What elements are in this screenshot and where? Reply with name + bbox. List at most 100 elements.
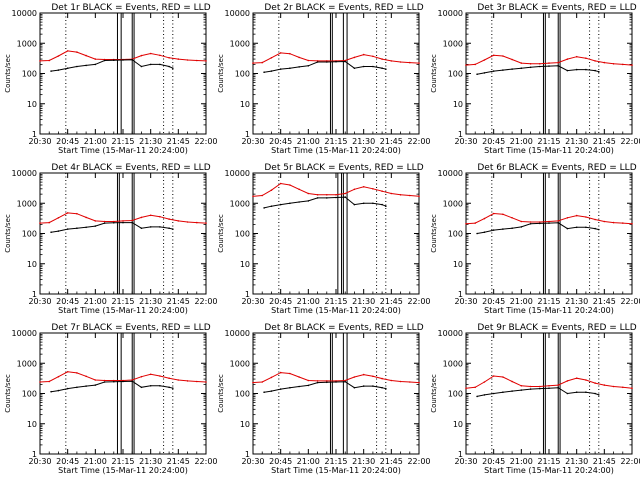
data-point-events [94,225,97,227]
data-point-lld [418,195,420,198]
data-point-events [94,63,97,66]
data-gap [557,12,561,135]
data-point-events [539,222,541,225]
data-point-lld [66,50,69,52]
data-point-lld [298,188,300,191]
data-point-lld [575,214,578,217]
data-point-events [344,196,346,198]
data-point-events [316,61,319,63]
y-tick-label: 100 [22,230,37,239]
x-tick-label: 20:45 [269,297,292,306]
data-point-events [502,69,504,71]
x-tick-label: 21:00 [84,137,107,146]
data-point-lld [575,377,578,379]
y-tick-label: 1000 [443,39,463,48]
data-point-lld [492,54,495,57]
data-point-lld [409,381,411,383]
y-tick-label: 1000 [230,199,250,208]
x-tick-label: 20:30 [454,457,477,466]
series-events [264,60,386,73]
data-point-lld [381,58,383,60]
y-tick-label: 1 [32,290,37,299]
data-gap [116,172,120,295]
data-point-lld [353,188,356,191]
data-point-lld [520,385,523,387]
data-point-lld [603,61,606,64]
x-axis-label: Start Time (15-Mar-11 20:24:00) [58,146,188,155]
data-point-events [66,67,69,69]
data-point-lld [418,62,420,64]
data-point-events [279,68,282,70]
data-point-lld [362,53,365,56]
data-gap [542,332,546,455]
data-point-lld [66,212,69,214]
data-point-lld [186,221,189,223]
data-gap [131,332,135,455]
data-point-lld [612,63,615,65]
data-point-events [103,59,106,62]
data-point-lld [316,380,319,382]
data-point-lld [205,222,207,224]
data-point-lld [492,212,495,215]
x-axis-label: Start Time (15-Mar-11 20:24:00) [271,146,401,155]
data-point-events [529,223,532,225]
chart-panel-4: Det 4r BLACK = Events, RED = LLD 1 10 100 10… [4,163,218,315]
x-tick-label: 20:30 [28,137,51,146]
data-point-events [344,60,346,63]
data-point-lld [353,56,356,59]
y-tick-label: 10000 [438,169,463,178]
data-point-lld [196,221,198,224]
data-point-events [270,205,273,207]
data-point-lld [465,223,467,225]
data-point-lld [557,61,559,64]
data-point-events [172,228,174,230]
data-point-lld [196,59,198,62]
data-point-lld [548,62,550,64]
data-point-events [131,221,133,224]
y-axis-label: Counts/sec [4,54,12,93]
data-point-events [548,222,550,224]
data-point-lld [66,371,69,373]
data-point-events [159,63,161,66]
data-point-events [113,222,115,224]
data-point-lld [622,63,624,66]
y-tick-label: 1 [245,130,250,139]
data-point-events [289,67,291,69]
plot-frame [465,12,633,135]
x-tick-label: 20:30 [28,457,51,466]
data-point-events [335,60,337,63]
x-tick-label: 22:00 [194,297,217,306]
x-tick-label: 21:15 [537,457,560,466]
y-tick-label: 1 [32,450,37,459]
x-tick-label: 21:45 [380,137,403,146]
data-point-events [381,386,383,389]
data-point-lld [279,182,282,185]
data-point-events [585,391,587,393]
data-point-lld [149,214,152,217]
x-tick-label: 22:00 [620,137,640,146]
data-point-lld [205,381,207,383]
data-point-lld [418,381,420,384]
data-point-lld [631,387,633,389]
data-point-lld [548,220,550,223]
data-point-events [113,59,115,61]
data-point-events [270,70,273,72]
x-tick-label: 20:45 [56,297,79,306]
data-point-events [307,384,310,387]
data-point-events [57,230,60,232]
x-tick-label: 21:15 [111,137,134,146]
data-point-lld [566,58,569,60]
data-point-events [85,385,87,387]
data-point-lld [492,375,495,377]
data-point-events [172,387,174,389]
data-point-lld [585,57,587,59]
data-point-lld [113,220,115,223]
data-gap [542,172,546,295]
data-point-lld [103,220,106,223]
x-tick-label: 21:00 [84,297,107,306]
data-point-lld [335,380,337,382]
data-point-lld [159,215,161,218]
x-axis-label: Start Time (15-Mar-11 20:24:00) [484,306,614,315]
y-tick-label: 1 [458,450,463,459]
data-point-lld [566,217,569,219]
